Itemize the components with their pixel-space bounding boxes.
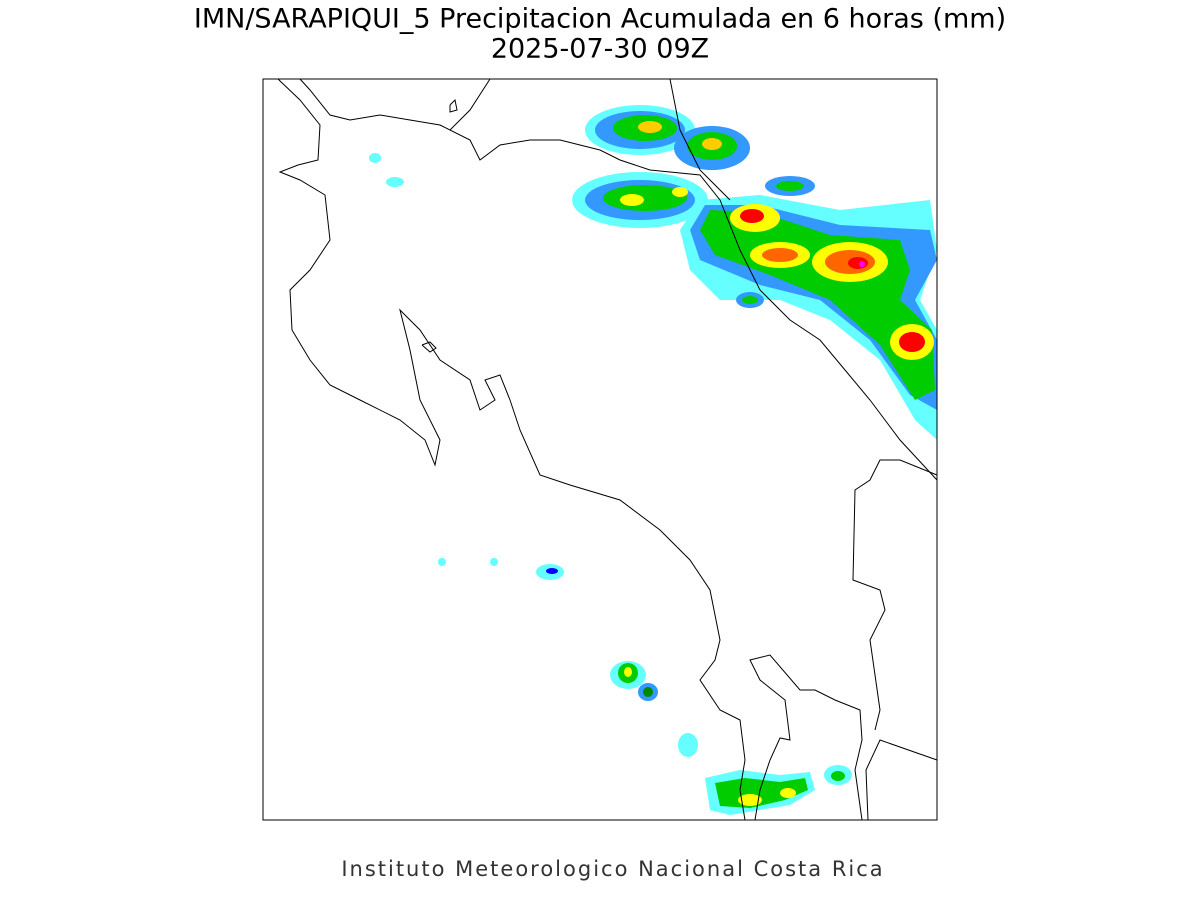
precipitation: [369, 105, 937, 815]
footer: Instituto Meteorologico Nacional Costa R…: [341, 857, 884, 881]
title: IMN/SARAPIQUI_5 Precipitacion Acumulada …: [194, 4, 1006, 35]
subtitle: 2025-07-30 09Z: [491, 34, 709, 65]
map-frame: [262, 78, 938, 821]
coastline: [277, 78, 938, 821]
